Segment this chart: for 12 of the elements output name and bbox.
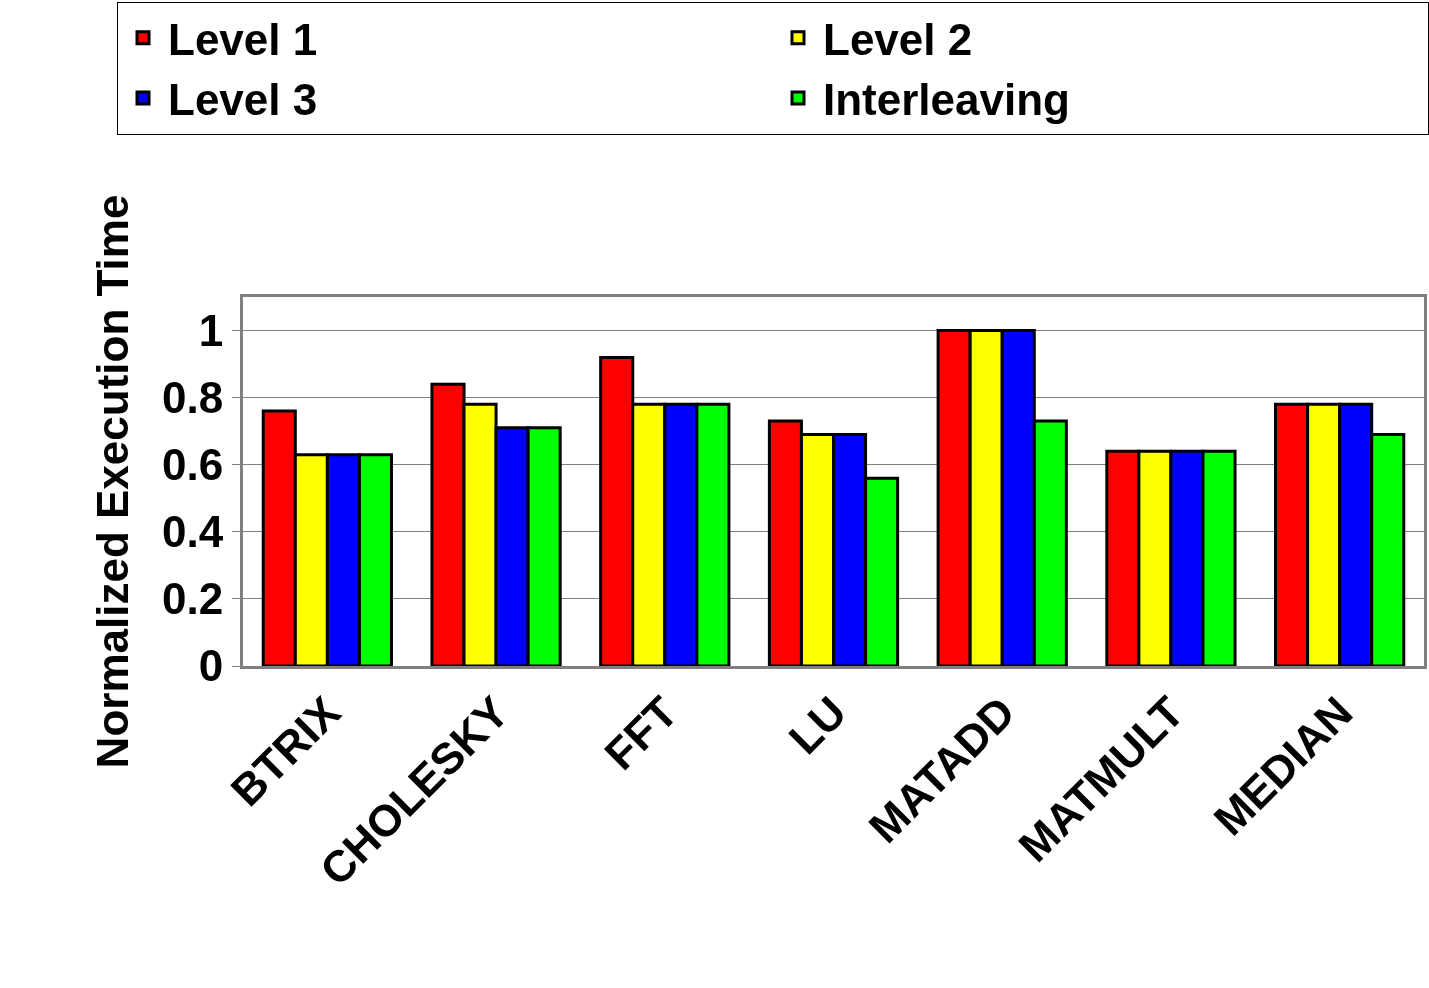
y-axis-title: Normalized Execution Time xyxy=(88,194,138,769)
legend-label: Level 3 xyxy=(168,75,318,125)
legend-label: Level 1 xyxy=(168,14,318,64)
legend-label: Interleaving xyxy=(823,75,1070,125)
x-tick-label: LU xyxy=(779,687,856,764)
y-tick-label: 0.8 xyxy=(162,373,224,423)
y-tick-label: 0.4 xyxy=(162,507,224,557)
y-tick-label: 0 xyxy=(198,641,224,691)
legend-label: Level 2 xyxy=(823,14,973,64)
y-tick-label: 0.2 xyxy=(162,574,224,624)
y-tick-label: 0.6 xyxy=(162,440,224,490)
y-tick-label: 1 xyxy=(198,305,224,355)
